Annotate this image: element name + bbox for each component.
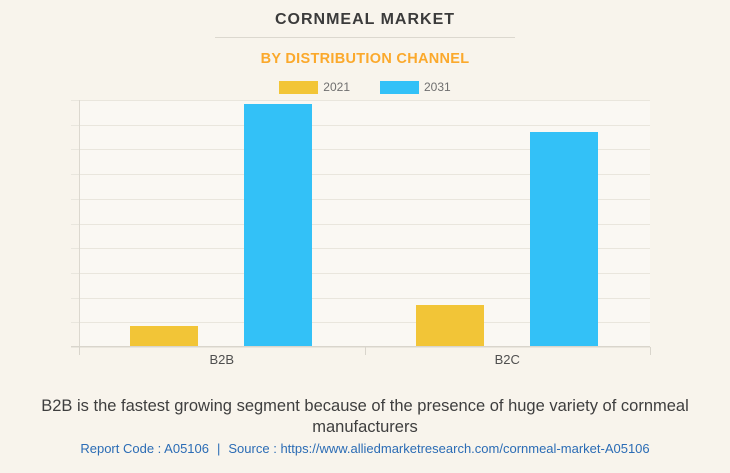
legend-item-2021[interactable]: 2021: [279, 80, 350, 94]
source-url-link[interactable]: https://www.alliedmarketresearch.com/cor…: [280, 441, 650, 456]
x-axis-labels: B2B B2C: [79, 352, 650, 368]
gridline: [71, 198, 650, 200]
gridline: [71, 272, 650, 274]
gridline: [71, 174, 650, 176]
report-code: Report Code : A05106: [80, 441, 209, 456]
legend-label: 2031: [424, 80, 451, 94]
gridline: [71, 100, 650, 101]
y-axis-line: [79, 100, 80, 347]
source-prefix: Source :: [228, 441, 277, 456]
title-divider: [215, 37, 515, 38]
legend-item-2031[interactable]: 2031: [380, 80, 451, 94]
x-axis-line: [71, 346, 650, 347]
x-axis-label-b2b: B2B: [209, 352, 235, 367]
bar-b2b-2021: [130, 326, 199, 346]
gridline: [71, 322, 650, 324]
x-axis-tick: [650, 347, 651, 355]
legend-swatch: [380, 80, 419, 94]
separator: |: [217, 441, 221, 456]
x-axis-label-b2c: B2C: [494, 352, 520, 367]
gridline: [71, 248, 650, 250]
legend-label: 2021: [323, 80, 350, 94]
gridline: [71, 124, 650, 126]
x-axis-tick: [364, 347, 366, 355]
chart-description: B2B is the fastest growing segment becau…: [41, 397, 689, 436]
chart-subtitle: BY DISTRIBUTION CHANNEL: [260, 51, 470, 67]
gridline: [71, 149, 650, 151]
gridline: [71, 347, 650, 348]
plot-area: [71, 100, 651, 355]
x-axis-tick: [79, 347, 80, 355]
bar-b2c-2021: [415, 305, 484, 346]
bar-b2c-2031: [529, 132, 598, 346]
gridline: [71, 223, 650, 225]
bar-b2b-2031: [244, 103, 313, 346]
page-title: CORNMEAL MARKET: [274, 11, 456, 28]
legend-swatch: [279, 80, 319, 94]
report-source-line: Report Code : A05106 | Source : https://ww…: [0, 441, 730, 456]
legend: 2021 2031: [0, 80, 730, 94]
gridline: [71, 297, 650, 299]
